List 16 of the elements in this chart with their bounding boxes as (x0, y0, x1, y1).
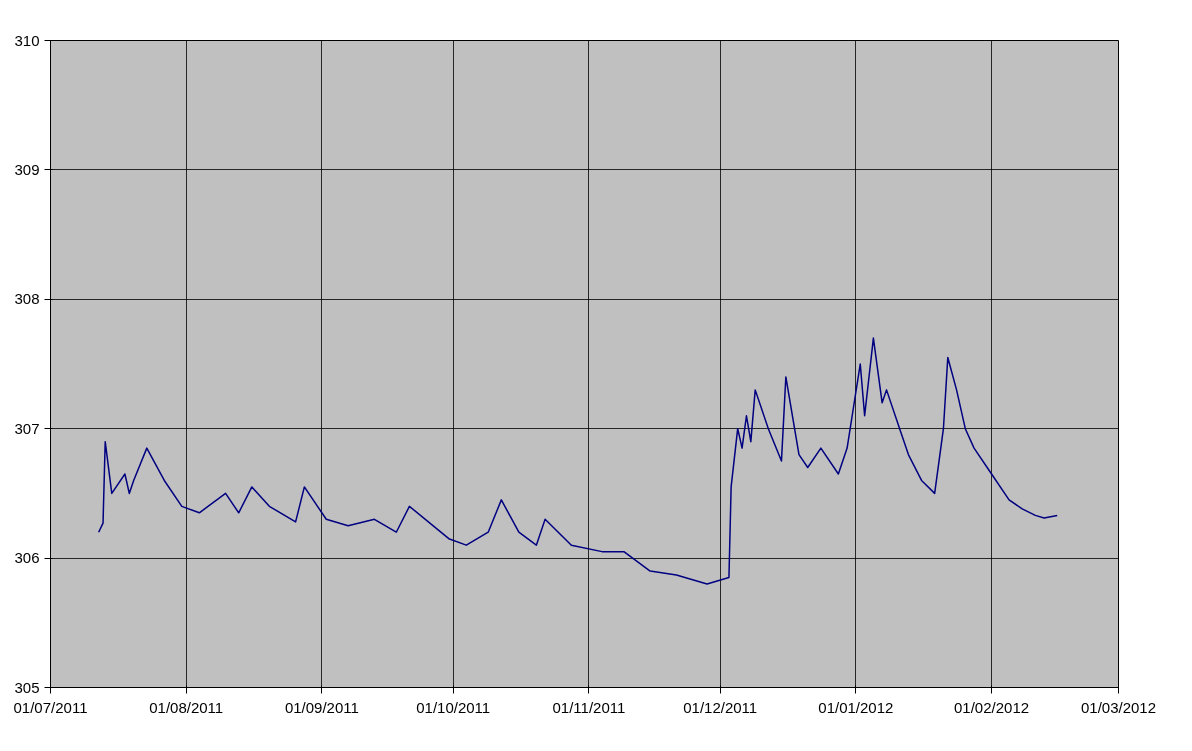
x-tick-label: 01/12/2011 (683, 698, 758, 716)
x-tick-label: 01/09/2011 (284, 698, 359, 716)
y-tick-label: 310 (14, 31, 40, 49)
x-tick-label: 01/10/2011 (416, 698, 491, 716)
x-tick-label: 01/03/2012 (1080, 698, 1157, 716)
y-tick-label: 306 (14, 549, 40, 567)
y-tick-label: 307 (14, 419, 40, 437)
line-series (97, 337, 1058, 585)
x-tick-label: 01/07/2011 (13, 698, 88, 716)
x-tick-label: 01/11/2011 (552, 698, 626, 716)
x-tick-label: 01/08/2011 (149, 698, 224, 716)
y-tick-label: 305 (14, 678, 40, 696)
y-tick-label: 308 (14, 290, 40, 308)
y-tick-label: 309 (14, 160, 40, 178)
x-tick-label: 01/02/2012 (954, 698, 1030, 716)
x-tick-label: 01/01/2012 (818, 698, 894, 716)
